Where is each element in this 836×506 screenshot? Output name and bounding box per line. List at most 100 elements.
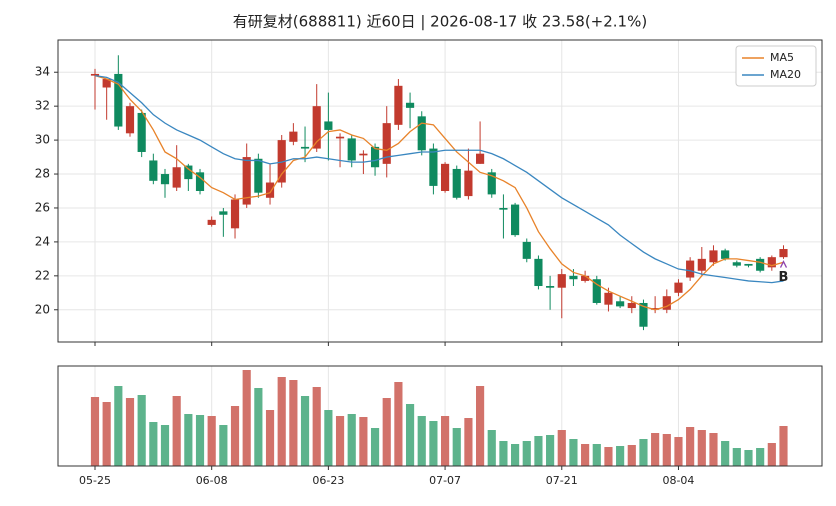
volume-bar	[674, 437, 683, 466]
candle-body	[429, 148, 438, 186]
volume-bar	[604, 447, 613, 466]
candle-body	[102, 79, 111, 88]
volume-bar	[219, 425, 228, 466]
candle-body	[511, 204, 520, 236]
candle-body	[137, 112, 146, 152]
volume-frame	[57, 365, 823, 467]
volume-bar	[172, 396, 181, 466]
candle-body	[359, 153, 368, 156]
volume-bar	[417, 416, 426, 466]
volume-bar	[359, 417, 368, 466]
candle-body	[347, 138, 356, 161]
volume-bar	[464, 418, 473, 466]
candle-body	[592, 279, 601, 303]
candle-body	[324, 121, 333, 130]
candle-body	[546, 286, 555, 288]
volume-bar	[429, 421, 438, 466]
volume-bar	[627, 445, 636, 466]
volume-bar	[522, 441, 531, 466]
volume-bar	[312, 387, 321, 466]
candle-body	[499, 207, 508, 210]
volume-bar	[277, 377, 286, 466]
candle-body	[417, 116, 426, 151]
candle-body	[230, 199, 240, 229]
volume-bar	[756, 448, 765, 466]
candle-body	[464, 170, 473, 197]
candle-body	[90, 73, 100, 76]
y-tick-label: 28	[35, 167, 50, 181]
chart-title: 有研复材(688811) 近60日 | 2026-08-17 收 23.58(+…	[233, 13, 647, 31]
volume-bar	[697, 430, 706, 466]
candle-body	[242, 157, 251, 205]
x-tick-label: 07-21	[546, 474, 578, 487]
volume-bar	[405, 404, 415, 466]
volume-bar	[767, 443, 776, 466]
candle-body	[639, 302, 648, 327]
ma-line	[94, 75, 784, 311]
volume-bar	[487, 430, 496, 466]
volume-bar	[242, 370, 251, 466]
volume-bar	[90, 397, 100, 466]
volume-bar	[289, 380, 298, 466]
volume-bar	[149, 422, 158, 466]
volume-bar	[254, 388, 263, 466]
candle-body	[370, 146, 380, 168]
candle-body	[767, 257, 776, 268]
candle-body	[651, 308, 660, 310]
candle-body	[300, 146, 310, 149]
volume-bar	[184, 414, 193, 466]
candle-body	[289, 131, 298, 142]
candle-body	[195, 172, 205, 191]
candle-body	[709, 250, 718, 263]
volume-bar	[639, 439, 648, 466]
x-tick-label: 05-25	[79, 474, 111, 487]
candle-body	[522, 241, 531, 259]
candle-body	[686, 260, 695, 278]
candle-body	[254, 158, 263, 193]
candle-body	[160, 174, 170, 185]
candle-body	[756, 258, 765, 271]
candle-body	[616, 301, 625, 307]
candle-body	[382, 123, 391, 164]
candle-body	[487, 172, 496, 195]
x-tick-label: 06-23	[312, 474, 344, 487]
volume-bar	[394, 382, 403, 466]
volume-bar	[651, 433, 660, 466]
y-tick-label: 32	[35, 99, 50, 113]
candle-body	[452, 168, 461, 198]
candle-body	[569, 275, 578, 280]
volume-bar	[195, 415, 205, 466]
volume-bar	[125, 398, 135, 466]
candle-body	[604, 292, 613, 305]
candle-body	[440, 163, 450, 191]
legend-box	[735, 45, 817, 87]
volume-bar	[662, 434, 671, 466]
volume-bar	[324, 410, 333, 466]
y-tick-label: 30	[35, 133, 50, 147]
candle-body	[394, 85, 403, 125]
volume-bar	[265, 410, 275, 466]
volume-bar	[546, 435, 555, 466]
candle-body	[744, 263, 753, 266]
candle-body	[476, 153, 485, 164]
candle-body	[312, 106, 321, 149]
annotation-arrow	[779, 260, 788, 268]
legend-label: MA5	[770, 51, 794, 64]
candle-body	[732, 262, 741, 266]
legend-label: MA20	[770, 68, 801, 81]
volume-bar	[592, 444, 601, 466]
volume-bar	[114, 386, 123, 466]
volume-bar	[230, 406, 240, 466]
volume-bar	[207, 416, 216, 466]
x-tick-label: 08-04	[662, 474, 694, 487]
candle-body	[125, 106, 135, 134]
candle-body	[172, 167, 181, 188]
plot-frame	[57, 39, 823, 343]
y-tick-label: 22	[35, 268, 50, 282]
volume-bar	[569, 439, 578, 466]
volume-bar	[440, 416, 450, 466]
candle-body	[207, 219, 216, 225]
volume-bar	[335, 416, 345, 466]
candle-body	[335, 136, 345, 139]
volume-bar	[686, 427, 695, 466]
